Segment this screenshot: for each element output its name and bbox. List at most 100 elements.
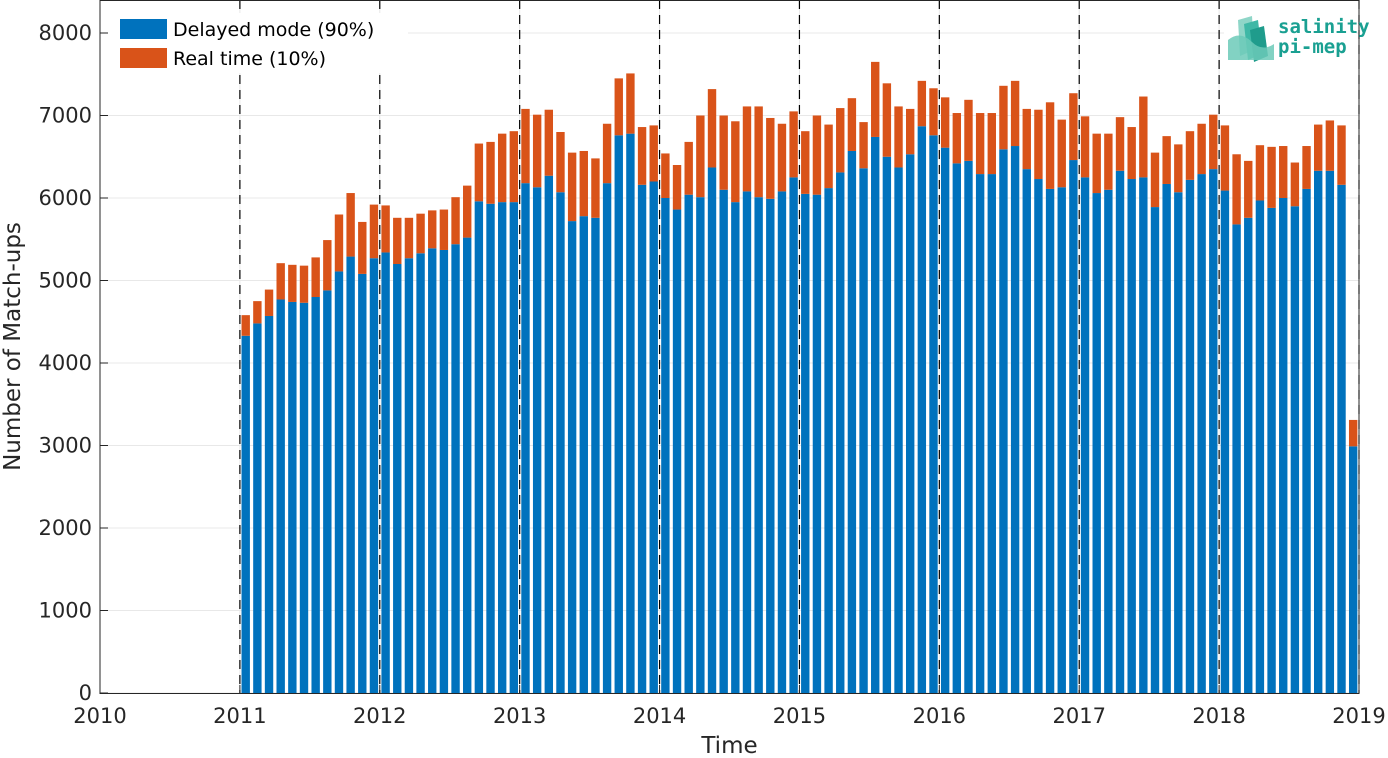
bar-delayed-mode	[544, 175, 554, 694]
bar-real-time	[999, 85, 1008, 150]
bar-delayed-mode	[1232, 224, 1241, 693]
bar-delayed-mode	[637, 184, 647, 694]
bar-real-time	[1069, 93, 1078, 161]
bar-delayed-mode	[1022, 169, 1031, 693]
bar-delayed-mode	[567, 221, 577, 693]
bar-real-time	[672, 165, 682, 210]
bar-delayed-mode	[1290, 206, 1300, 693]
bar-delayed-mode	[369, 258, 379, 693]
bar-delayed-mode	[288, 301, 297, 693]
bar-real-time	[1104, 133, 1113, 190]
bar-delayed-mode	[299, 302, 309, 693]
bar-real-time	[952, 113, 962, 164]
bar-delayed-mode	[521, 183, 530, 693]
bar-delayed-mode	[428, 248, 437, 693]
bar-delayed-mode	[276, 299, 285, 693]
bar-delayed-mode	[241, 335, 250, 693]
bar-real-time	[1279, 146, 1288, 198]
bar-real-time	[1034, 109, 1043, 180]
x-tick-label: 2016	[913, 704, 966, 728]
bar-delayed-mode	[1255, 200, 1265, 693]
bar-real-time	[801, 131, 810, 194]
bar-delayed-mode	[1045, 188, 1055, 694]
bar-delayed-mode	[1034, 179, 1043, 693]
bar-delayed-mode	[264, 315, 274, 693]
salinity-pi-mep-logo: salinity pi-mep	[1224, 12, 1370, 64]
bar-delayed-mode	[871, 136, 880, 693]
y-tick-label: 2000	[39, 516, 92, 540]
wave-logo-icon	[1228, 16, 1274, 62]
bar-delayed-mode	[940, 147, 950, 694]
bar-real-time	[1209, 114, 1218, 170]
bar-delayed-mode	[497, 202, 507, 693]
bar-real-time	[1115, 117, 1125, 171]
bar-delayed-mode	[1115, 170, 1125, 693]
bar-real-time	[381, 205, 390, 253]
bar-real-time	[1162, 136, 1171, 184]
bar-real-time	[1267, 146, 1276, 208]
bar-delayed-mode	[836, 172, 845, 694]
bar-real-time	[253, 301, 262, 324]
bar-real-time	[696, 115, 705, 198]
x-axis-ticks: 2010 2011 2012 2013 2014 2015 2016 2017 2018 2019	[73, 685, 1386, 728]
bar-delayed-mode	[1185, 179, 1195, 694]
bar-real-time	[1185, 131, 1195, 180]
bar-delayed-mode	[801, 193, 810, 693]
bar-real-time	[871, 61, 880, 137]
bar-delayed-mode	[1010, 146, 1020, 693]
bar-delayed-mode	[1127, 179, 1136, 693]
bar-real-time	[591, 158, 600, 218]
bar-real-time	[311, 257, 320, 297]
bar-real-time	[1348, 419, 1358, 447]
bar-delayed-mode	[404, 258, 414, 693]
bar-delayed-mode	[1057, 187, 1066, 693]
bar-real-time	[1314, 124, 1323, 171]
bar-real-time	[894, 106, 903, 168]
bar-real-time	[661, 153, 670, 198]
bar-real-time	[789, 111, 798, 178]
x-tick-label: 2015	[773, 704, 826, 728]
bar-real-time	[509, 131, 519, 203]
bar-real-time	[299, 265, 309, 303]
bar-real-time	[416, 213, 425, 254]
bar-real-time	[614, 78, 623, 136]
bar-real-time	[975, 113, 985, 175]
bar-real-time	[731, 121, 740, 203]
bar-real-time	[684, 141, 693, 195]
bar-real-time	[1092, 133, 1101, 194]
bar-delayed-mode	[905, 154, 915, 693]
bar-delayed-mode	[358, 273, 367, 693]
bar-delayed-mode	[474, 201, 484, 694]
bar-delayed-mode	[323, 290, 332, 693]
bar-delayed-mode	[579, 216, 588, 693]
bar-delayed-mode	[1174, 192, 1183, 693]
y-tick-label: 6000	[39, 186, 92, 210]
bar-delayed-mode	[614, 135, 623, 694]
bar-real-time	[1045, 102, 1055, 189]
bar-real-time	[276, 263, 285, 300]
bar-delayed-mode	[975, 174, 985, 693]
y-tick-label: 0	[79, 681, 92, 705]
bar-real-time	[1174, 144, 1183, 193]
bar-delayed-mode	[1069, 160, 1078, 694]
bar-real-time	[579, 150, 588, 217]
bar-real-time	[451, 197, 460, 245]
bar-delayed-mode	[894, 167, 903, 694]
y-tick-label: 5000	[39, 269, 92, 293]
bar-delayed-mode	[416, 253, 425, 693]
bar-delayed-mode	[591, 217, 600, 694]
legend-swatch-delayed	[120, 19, 167, 39]
legend-entry-realtime: Real time (10%)	[173, 48, 326, 70]
bar-delayed-mode	[346, 256, 355, 693]
bar-delayed-mode	[731, 202, 740, 693]
bar-delayed-mode	[1302, 188, 1311, 694]
bar-real-time	[964, 99, 973, 161]
bar-delayed-mode	[824, 188, 833, 693]
bar-real-time	[777, 123, 787, 192]
bar-delayed-mode	[1244, 217, 1253, 694]
bar-delayed-mode	[334, 271, 344, 693]
bar-delayed-mode	[381, 252, 390, 693]
bar-real-time	[754, 106, 763, 198]
y-tick-label: 8000	[39, 21, 92, 45]
bar-delayed-mode	[882, 156, 892, 693]
